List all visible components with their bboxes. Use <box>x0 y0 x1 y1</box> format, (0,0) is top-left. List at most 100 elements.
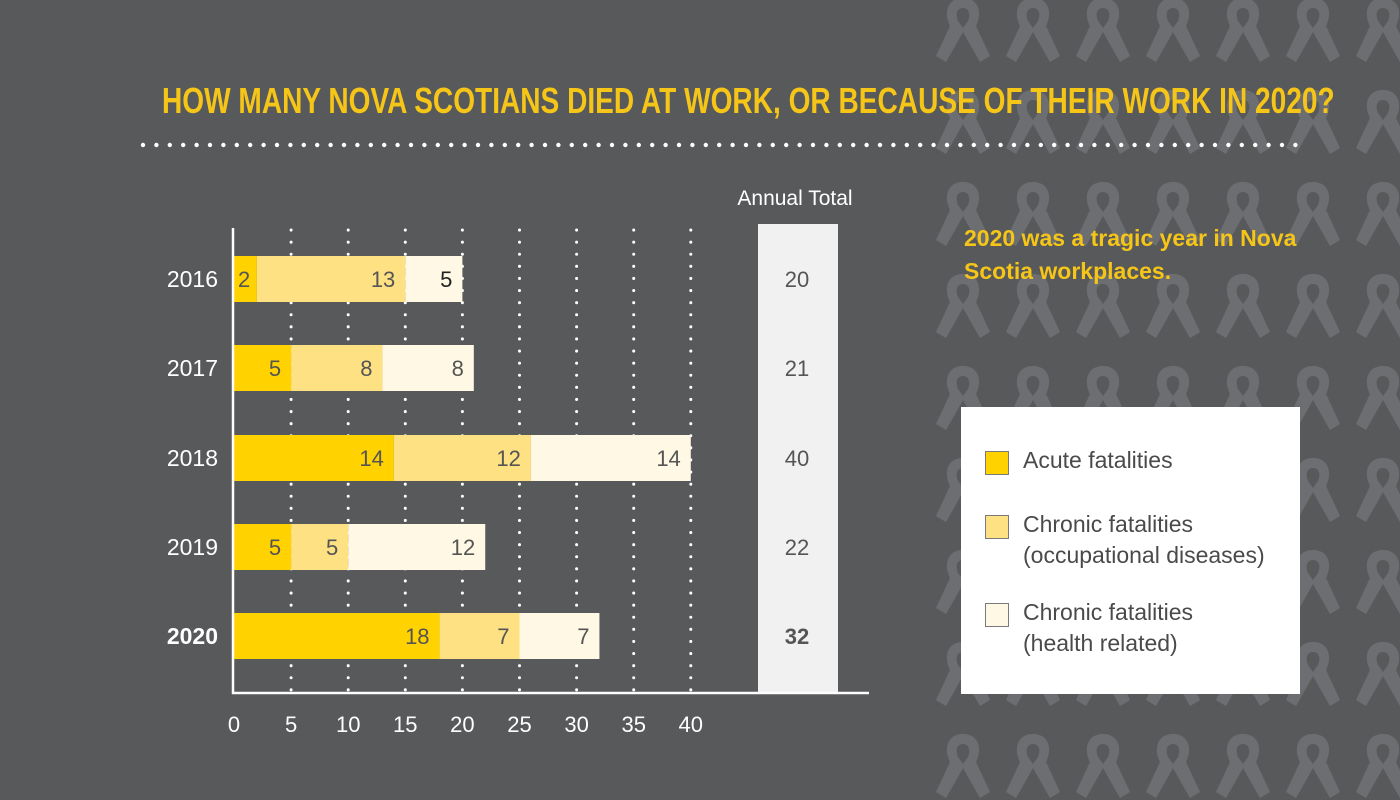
divider-dot <box>462 142 467 148</box>
bar-segment <box>234 435 394 481</box>
bar-segment <box>291 345 383 391</box>
data-label: 5 <box>269 356 281 381</box>
divider-dot <box>355 142 360 148</box>
x-tick-label: 15 <box>393 712 417 737</box>
annual-total-value: 40 <box>785 446 809 471</box>
x-tick-label: 0 <box>228 712 240 737</box>
divider-dot <box>1065 142 1070 148</box>
divider-dot <box>1078 142 1084 148</box>
data-label: 7 <box>577 624 589 649</box>
data-label: 12 <box>496 446 520 471</box>
divider-dot <box>1092 142 1097 148</box>
divider-dot <box>623 142 628 148</box>
annual-total-column <box>758 224 838 694</box>
divider-dot <box>328 142 333 148</box>
divider-dot <box>1011 142 1017 148</box>
x-tick-label: 10 <box>336 712 360 737</box>
divider-dot <box>877 142 883 148</box>
divider-dot <box>1119 142 1124 148</box>
divider-dot <box>971 142 976 148</box>
legend-swatch-chronic-health <box>985 603 1009 627</box>
divider-dot <box>435 142 440 148</box>
divider-dot <box>529 142 534 148</box>
divider-dot <box>998 142 1003 148</box>
divider-dot <box>542 142 548 148</box>
divider-dot <box>891 142 896 148</box>
bar-segment <box>291 524 349 570</box>
divider-dot <box>757 142 762 148</box>
divider-dot <box>583 142 588 148</box>
divider-dot <box>382 142 387 148</box>
bar-segment <box>348 524 486 570</box>
divider-dot <box>234 142 239 148</box>
x-tick-label: 25 <box>507 712 531 737</box>
divider-dot <box>958 142 963 148</box>
legend-label-chronic-health-line1: Chronic fatalities <box>1023 599 1194 625</box>
divider-dot <box>851 142 856 148</box>
divider-dot <box>140 142 146 148</box>
legend-label-chronic-health: Chronic fatalities (health related) <box>1023 597 1193 659</box>
divider-dot <box>556 142 561 148</box>
category-label: 2018 <box>167 445 218 471</box>
bar-segment <box>234 613 440 659</box>
divider-dot <box>824 142 829 148</box>
data-label: 14 <box>656 446 680 471</box>
divider-dot <box>288 142 293 148</box>
x-tick-label: 30 <box>564 712 588 737</box>
divider-dot <box>770 142 775 148</box>
divider-dot <box>690 142 695 148</box>
annual-total-value: 20 <box>785 267 809 292</box>
legend-swatch-acute <box>985 451 1009 475</box>
divider-dot <box>449 142 454 148</box>
divider-dot <box>663 142 668 148</box>
x-tick-label: 40 <box>679 712 703 737</box>
divider-dot <box>422 142 427 148</box>
divider-dot <box>516 142 521 148</box>
divider-dot <box>395 142 400 148</box>
divider-dot <box>315 142 320 148</box>
bar-segment <box>256 256 406 302</box>
divider-dot <box>1052 142 1057 148</box>
divider-dot <box>221 142 226 148</box>
divider-dot <box>837 142 842 148</box>
divider-dot <box>1253 142 1258 148</box>
data-label: 14 <box>359 446 383 471</box>
divider-dot <box>475 142 481 148</box>
divider-dot <box>502 142 507 148</box>
legend: Acute fatalities Chronic fatalities (occ… <box>961 407 1300 694</box>
divider-dot <box>1159 142 1164 148</box>
divider-dot <box>650 142 655 148</box>
divider-dot <box>1266 142 1271 148</box>
data-label: 8 <box>452 356 464 381</box>
data-label: 5 <box>269 535 281 560</box>
divider-dot <box>931 142 936 148</box>
divider-dot <box>181 142 186 148</box>
annual-total-value: 22 <box>785 535 809 560</box>
divider-dot <box>1145 142 1151 148</box>
divider-dot <box>194 142 199 148</box>
divider-dot <box>1279 142 1285 148</box>
divider-dot <box>1186 142 1191 148</box>
divider-dot <box>154 142 159 148</box>
bar-segment <box>439 613 520 659</box>
annual-total-value: 32 <box>785 624 809 649</box>
divider-dot <box>1025 142 1030 148</box>
bar-segment <box>234 524 292 570</box>
bar-segment <box>234 345 292 391</box>
divider-dot <box>1226 142 1231 148</box>
divider-dot <box>1038 142 1043 148</box>
divider-dot <box>274 142 280 148</box>
bar-segment <box>393 435 531 481</box>
divider-dot <box>730 142 735 148</box>
category-label: 2016 <box>167 266 218 292</box>
bar-segment <box>530 435 691 481</box>
divider-dot <box>944 142 950 148</box>
bar-segment <box>234 256 257 302</box>
x-tick-label: 5 <box>285 712 297 737</box>
annual-total-header: Annual Total <box>737 187 852 210</box>
divider-dot <box>1199 142 1204 148</box>
divider-dot <box>569 142 574 148</box>
divider-dot <box>810 142 816 148</box>
divider-dot <box>368 142 373 148</box>
